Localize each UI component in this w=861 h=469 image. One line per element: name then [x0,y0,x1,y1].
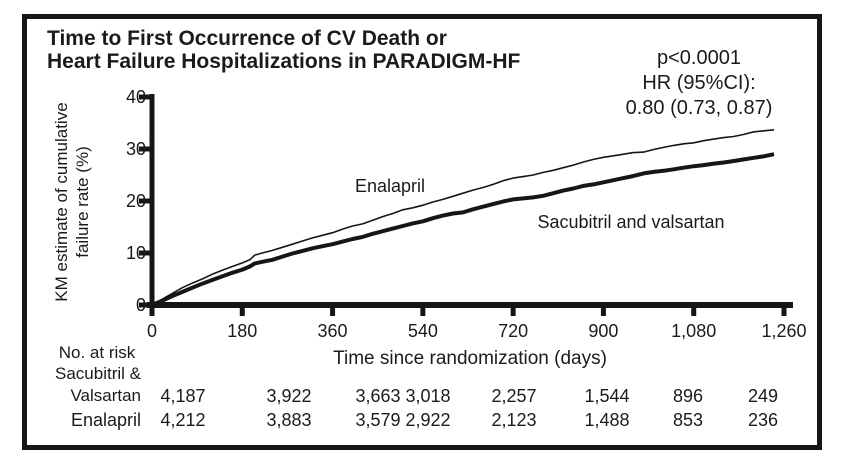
y-tick-label-20: 20 [125,191,146,211]
x-tick-label-1,260: 1,260 [761,321,807,341]
y-axis-title-line1: KM estimate of cumulative [52,102,71,302]
y-tick-label-30: 30 [125,139,146,159]
risk-row1-label-line2: Valsartan [70,386,141,405]
chart-title-line2: Heart Failure Hospitalizations in PARADI… [47,50,521,73]
sacubitril-curve-label: Sacubitril and valsartan [537,212,725,232]
risk-value-row2-col4: 2,922 [405,410,451,430]
enalapril-km-curve [151,129,775,306]
risk-value-row2-col2: 3,883 [266,410,312,430]
figure-border-frame [22,14,822,450]
risk-value-row2-col8: 236 [747,410,779,430]
stats-annotation: p<0.0001 HR (95%CI): 0.80 (0.73, 0.87) [589,46,809,121]
risk-value-row1-col6: 1,544 [584,386,630,406]
y-axis-title-line2: failure rate (%) [73,146,92,258]
risk-value-row1-col8: 249 [747,386,779,406]
risk-value-row1-col5: 2,257 [491,386,537,406]
risk-value-row2-col6: 1,488 [584,410,630,430]
risk-table-header: No. at risk [58,343,136,362]
chart-title-line1: Time to First Occurrence of CV Death or [47,27,447,50]
x-tick-label-1,080: 1,080 [671,321,717,341]
y-tick-label-10: 10 [125,243,146,263]
risk-value-row2-col5: 2,123 [491,410,537,430]
x-tick-label-540: 540 [407,321,438,341]
risk-value-row1-col4: 3,018 [405,386,451,406]
x-tick-label-720: 720 [498,321,529,341]
x-axis-title: Time since randomization (days) [333,348,607,369]
chart-title: Time to First Occurrence of CV Death or … [47,27,520,73]
x-tick-label-0: 0 [146,321,157,341]
risk-row2-label: Enalapril [70,410,141,430]
risk-value-row2-col3: 3,579 [355,410,401,430]
risk-value-row1-col7: 896 [672,386,704,406]
p-value: p<0.0001 [657,47,741,69]
risk-row1-label-line1: Sacubitril & [55,364,141,383]
y-tick-label-40: 40 [125,87,146,107]
risk-value-row1-col2: 3,922 [266,386,312,406]
x-tick-label-180: 180 [227,321,258,341]
risk-value-row1-col1: 4,187 [160,386,206,406]
enalapril-curve-label: Enalapril [354,176,426,196]
sacubitril-valsartan-km-curve [151,152,775,307]
risk-value-row1-col3: 3,663 [355,386,401,406]
x-tick-label-360: 360 [317,321,348,341]
y-axis-title: KM estimate of cumulative failure rate (… [51,52,97,352]
hr-label: HR (95%CI): [642,72,756,94]
y-tick-label-0: 0 [135,295,146,315]
x-tick-label-900: 900 [588,321,619,341]
risk-value-row2-col7: 853 [672,410,704,430]
risk-value-row2-col1: 4,212 [160,410,206,430]
hr-value: 0.80 (0.73, 0.87) [625,97,773,119]
